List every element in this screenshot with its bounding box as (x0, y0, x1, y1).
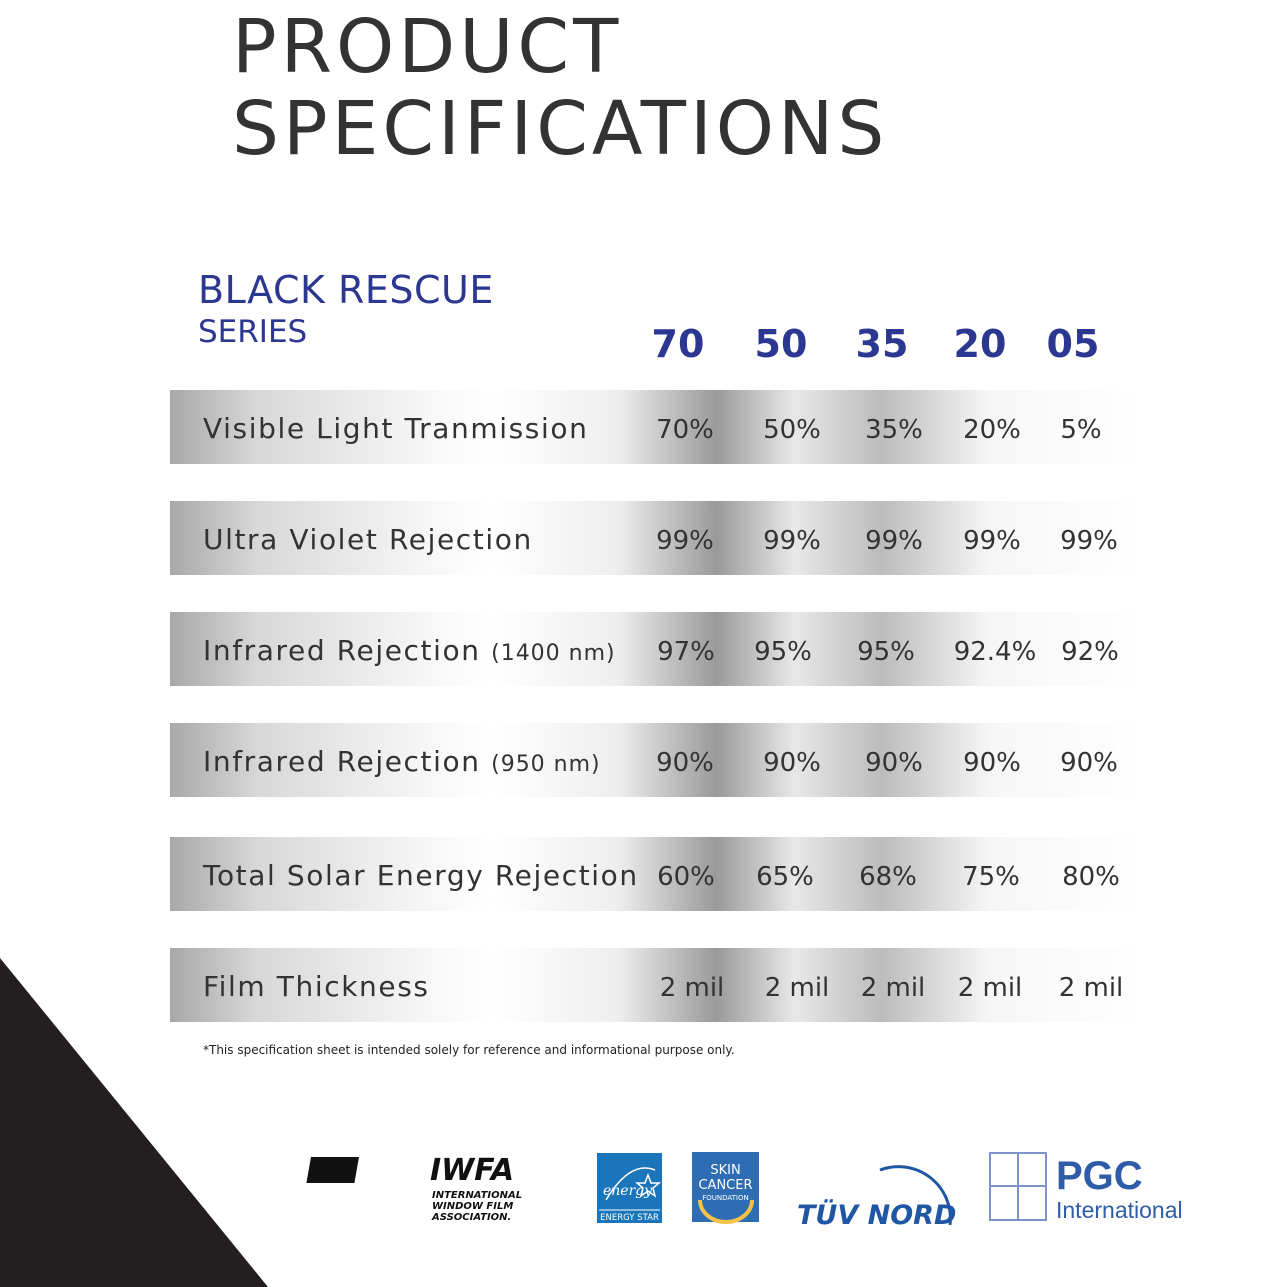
skin-cancer-line-3: FOUNDATION (702, 1194, 749, 1202)
tuv-nord-logo: TÜV NORD (797, 1165, 956, 1231)
table-cell: 2 mil (957, 973, 1023, 1003)
energy-star-script: energy (603, 1183, 653, 1199)
pgc-subtitle: International (1056, 1197, 1183, 1223)
disclaimer-note: *This specification sheet is intended so… (203, 1043, 735, 1057)
table-cell: 35% (865, 415, 923, 445)
spec-row-infrared-1400: Infrared Rejection (1400 nm) 97% 95% 95%… (170, 612, 1145, 686)
table-cell: 90% (963, 748, 1021, 778)
row-label: Infrared Rejection (950 nm) (203, 723, 601, 797)
row-label-unit: (950 nm) (491, 752, 601, 777)
row-label-text: Infrared Rejection (203, 745, 481, 778)
skin-cancer-foundation-logo: SKIN CANCER FOUNDATION (692, 1152, 759, 1224)
table-cell: 99% (865, 526, 923, 556)
pgc-name: PGC (1056, 1154, 1143, 1198)
row-label: Ultra Violet Rejection (203, 501, 533, 575)
table-cell: 95% (754, 637, 812, 667)
table-cell: 2 mil (860, 973, 926, 1003)
table-cell: 65% (756, 862, 814, 892)
table-cell: 68% (859, 862, 917, 892)
table-cell: 90% (865, 748, 923, 778)
table-cell: 90% (1060, 748, 1118, 778)
spec-row-visible-light: Visible Light Tranmission 70% 50% 35% 20… (170, 390, 1145, 464)
table-cell: 5% (1060, 415, 1102, 445)
pgc-international-logo: PGC International (989, 1152, 1183, 1223)
table-cell: 50% (763, 415, 821, 445)
table-cell: 2 mil (764, 973, 830, 1003)
column-header-70: 70 (651, 322, 705, 366)
iwfa-mark: IWFA (430, 1153, 514, 1188)
skin-cancer-line-2: CANCER (698, 1178, 752, 1193)
row-label-text: Ultra Violet Rejection (203, 523, 533, 556)
row-label: Visible Light Tranmission (203, 390, 588, 464)
table-cell: 90% (656, 748, 714, 778)
row-label-unit: (1400 nm) (491, 641, 616, 666)
row-label-text: Total Solar Energy Rejection (203, 859, 639, 892)
table-cell: 99% (656, 526, 714, 556)
column-header-05: 05 (1046, 322, 1100, 366)
table-cell: 20% (963, 415, 1021, 445)
row-label-text: Visible Light Tranmission (203, 412, 589, 445)
iwfa-line-2: WINDOW FILM (432, 1201, 513, 1212)
row-label: Infrared Rejection (1400 nm) (203, 612, 616, 686)
tuv-nord-label: TÜV NORD (797, 1198, 956, 1231)
table-cell: 92.4% (953, 637, 1037, 667)
iwfa-logo: IWFA INTERNATIONAL WINDOW FILM ASSOCIATI… (306, 1153, 522, 1223)
iwfa-line-3: ASSOCIATION. (431, 1212, 511, 1223)
table-cell: 99% (1060, 526, 1118, 556)
table-cell: 90% (763, 748, 821, 778)
series-name: BLACK RESCUE (198, 268, 494, 312)
page-title-line-2: SPECIFICATIONS (232, 86, 889, 172)
table-cell: 2 mil (659, 973, 725, 1003)
spec-row-uv-rejection: Ultra Violet Rejection 99% 99% 99% 99% 9… (170, 501, 1145, 575)
column-header-35: 35 (855, 322, 909, 366)
table-cell: 95% (857, 637, 915, 667)
star-icon (634, 1172, 662, 1198)
spec-row-film-thickness: Film Thickness 2 mil 2 mil 2 mil 2 mil 2… (170, 948, 1145, 1022)
energy-star-logo: energy ENERGY STAR (597, 1153, 662, 1223)
energy-star-label: ENERGY STAR (600, 1213, 659, 1223)
column-header-50: 50 (754, 322, 808, 366)
page-title: PRODUCT SPECIFICATIONS (232, 6, 888, 170)
table-cell: 97% (657, 637, 715, 667)
series-subtitle: SERIES (198, 314, 308, 350)
table-cell: 92% (1061, 637, 1119, 667)
row-label-text: Infrared Rejection (203, 634, 481, 667)
table-cell: 2 mil (1058, 973, 1124, 1003)
spec-row-infrared-950: Infrared Rejection (950 nm) 90% 90% 90% … (170, 723, 1145, 797)
table-cell: 99% (963, 526, 1021, 556)
page-title-line-1: PRODUCT (232, 4, 623, 90)
row-label: Total Solar Energy Rejection (203, 837, 639, 911)
table-cell: 99% (763, 526, 821, 556)
table-cell: 60% (657, 862, 715, 892)
iwfa-line-1: INTERNATIONAL (432, 1190, 522, 1201)
spec-row-total-solar: Total Solar Energy Rejection 60% 65% 68%… (170, 837, 1145, 911)
table-cell: 70% (656, 415, 714, 445)
table-cell: 80% (1062, 862, 1120, 892)
table-cell: 75% (962, 862, 1020, 892)
column-header-20: 20 (953, 322, 1007, 366)
skin-cancer-line-1: SKIN (710, 1163, 740, 1178)
